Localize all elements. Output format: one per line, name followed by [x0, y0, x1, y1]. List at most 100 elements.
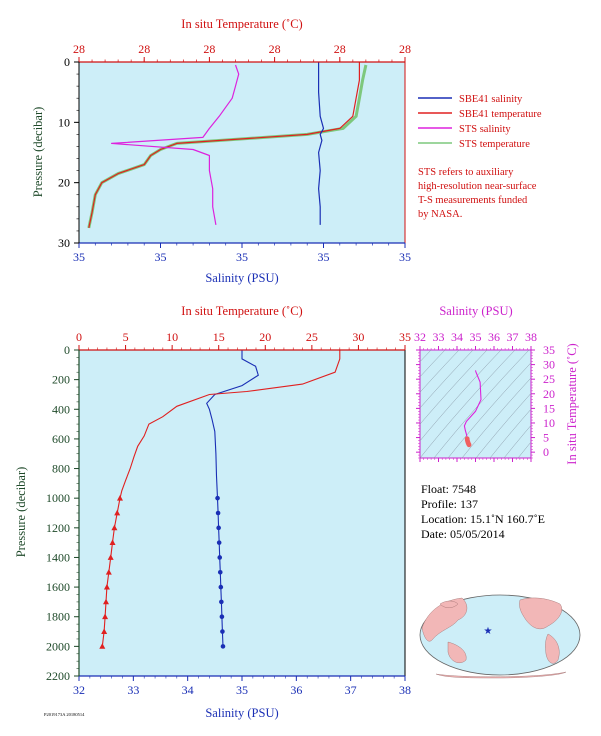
- density-contour: [461, 377, 531, 458]
- bottom-sal-tick-label: 37: [345, 683, 357, 697]
- bottom-plot-area: [78, 349, 406, 677]
- ts-sal-tick-label: 34: [451, 330, 463, 344]
- bottom-series-group: [99, 350, 341, 649]
- bottom-temp-tick-label: 25: [306, 330, 318, 344]
- top-temp-tick-label: 28: [203, 42, 215, 56]
- density-contour: [517, 441, 531, 458]
- top-temp-tick-label: 28: [399, 42, 411, 56]
- density-contour: [503, 424, 531, 458]
- bottom-temp-tick-label: 35: [399, 330, 411, 344]
- ts-plot-area: [419, 349, 532, 459]
- ts-temp-tick-label: 20: [543, 387, 555, 401]
- sts-note: STS refers to auxiliary high-resolution …: [418, 167, 537, 220]
- salinity-point: [218, 584, 224, 590]
- top-sal-tick-label: 35: [155, 250, 167, 264]
- bottom-temp-tick-label: 0: [76, 330, 82, 344]
- top-temp-ticks: 28 28 28 28 28 28: [73, 42, 411, 62]
- temperature-point: [105, 569, 112, 575]
- bottom-temp-tick-label: 20: [259, 330, 271, 344]
- north-america-landmass: [519, 597, 562, 630]
- salinity-point: [216, 540, 222, 545]
- float-number: Float: 7548: [421, 482, 477, 496]
- top-temp-tick-label: 28: [73, 42, 85, 56]
- bottom-sal-tick-label: 38: [399, 683, 411, 697]
- legend: SBE41 salinity SBE41 temperature STS sal…: [418, 94, 542, 150]
- salinity-point: [220, 644, 226, 649]
- world-map-land: [421, 597, 567, 679]
- top-temp-tick-label: 28: [269, 42, 281, 56]
- salinity-point: [220, 629, 225, 634]
- density-contour: [420, 350, 502, 442]
- top-temp-tick-label: 28: [138, 42, 150, 56]
- salinity-point: [219, 599, 224, 605]
- ts-density-contours: [420, 350, 531, 458]
- ts-temp-tick-label: 0: [543, 445, 549, 459]
- temperature-point: [107, 554, 114, 560]
- density-contour: [489, 408, 531, 458]
- float-info-block: Float: 7548 Profile: 137 Location: 15.1˚…: [421, 482, 545, 542]
- temperature-point: [101, 628, 108, 634]
- top-plot-area: [78, 61, 406, 244]
- top-pressure-tick-label: 30: [58, 236, 70, 250]
- sts-note-line: by NASA.: [418, 209, 462, 220]
- float-location: Location: 15.1˚N 160.7˚E: [421, 512, 545, 526]
- salinity-point: [219, 614, 225, 620]
- salinity-point: [216, 525, 221, 531]
- bottom-sal-tick-label: 32: [73, 683, 85, 697]
- density-contour: [420, 350, 474, 409]
- ts-series-group: [463, 370, 482, 448]
- sts-note-line: T-S measurements funded: [418, 195, 528, 206]
- bottom-pressure-tick-label: 1400: [46, 550, 70, 564]
- location-map: ★: [419, 594, 581, 679]
- temperature-point: [116, 494, 123, 501]
- bottom-pressure-tick-label: 800: [52, 462, 70, 476]
- top-sal-tick-label: 35: [73, 250, 85, 264]
- bottom-temp-tick-label: 5: [123, 330, 129, 344]
- salinity-point: [215, 495, 220, 501]
- ts-temp-tick-label: 35: [543, 343, 555, 357]
- bottom-pressure-tick-label: 2200: [46, 669, 70, 683]
- top-pressure-axis-title: Pressure (decibar): [31, 107, 45, 198]
- bottom-sal-ticks: 32 33 34 35 36 37 38: [73, 676, 411, 697]
- top-temp-tick-label: 28: [334, 42, 346, 56]
- top-sal-tick-label: 35: [399, 250, 411, 264]
- top-series-group: [87, 62, 368, 229]
- bottom-pressure-tick-label: 1000: [46, 491, 70, 505]
- top-series-sbe41-temperature: [88, 62, 360, 229]
- ts-sal-tick-label: 33: [433, 330, 445, 344]
- ts-sal-ticks: 32 33 34 35 36 37 38: [414, 330, 537, 462]
- ts-deep-point: [466, 442, 472, 448]
- bottom-pressure-ticks: 0 200 400 600 800 1000 1200 1400 1600 1800 2000 220…: [46, 343, 79, 683]
- south-america-landmass: [545, 633, 560, 664]
- top-sal-ticks: 35 35 35 35 35: [73, 243, 411, 264]
- density-contour: [475, 392, 531, 458]
- ts-temp-tick-label: 30: [543, 358, 555, 372]
- temperature-point: [114, 509, 121, 516]
- salinity-point: [215, 510, 221, 516]
- legend-label-sts-temperature: STS temperature: [459, 139, 530, 150]
- top-sal-tick-label: 35: [236, 250, 248, 264]
- top-pressure-ticks: 0 10 20 30: [58, 55, 79, 250]
- bottom-pressure-tick-label: 200: [52, 373, 70, 387]
- bottom-pressure-axis-title: Pressure (decibar): [14, 467, 28, 558]
- bottom-sal-tick-label: 36: [290, 683, 302, 697]
- temperature-point: [111, 524, 118, 531]
- ts-temp-tick-label: 15: [543, 401, 555, 415]
- bottom-pressure-tick-label: 600: [52, 432, 70, 446]
- salinity-point: [217, 555, 223, 560]
- bottom-pressure-tick-label: 1800: [46, 610, 70, 624]
- bottom-pressure-tick-label: 1200: [46, 521, 70, 535]
- ts-sal-axis-title: Salinity (PSU): [439, 304, 512, 318]
- density-contour: [447, 362, 531, 458]
- salinity-point: [217, 569, 223, 575]
- footer-code: P2019173A 20180514: [44, 712, 85, 717]
- bottom-pressure-tick-label: 400: [52, 402, 70, 416]
- top-sal-tick-label: 35: [318, 250, 330, 264]
- ts-temp-tick-label: 25: [543, 372, 555, 386]
- australia-landmass: [447, 641, 467, 663]
- bottom-sal-tick-label: 33: [127, 683, 139, 697]
- ts-sal-tick-label: 35: [470, 330, 482, 344]
